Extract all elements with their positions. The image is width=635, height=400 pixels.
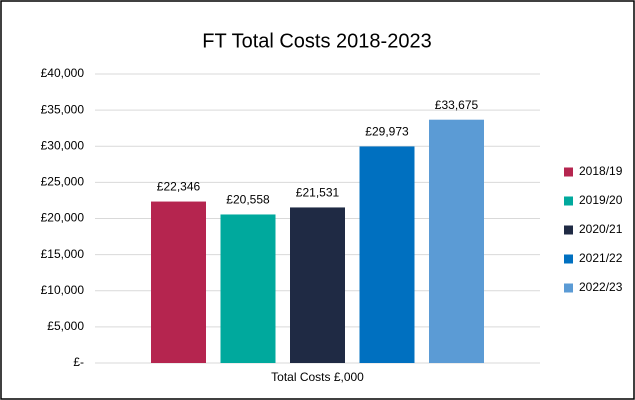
y-tick-label: £25,000 bbox=[41, 175, 85, 189]
legend-label: 2020/21 bbox=[579, 222, 623, 236]
chart-title: FT Total Costs 2018-2023 bbox=[202, 30, 431, 52]
y-tick-label: £15,000 bbox=[41, 247, 85, 261]
bar bbox=[151, 201, 206, 363]
y-tick-label: £20,000 bbox=[41, 211, 85, 225]
data-label: £33,675 bbox=[435, 98, 479, 112]
data-label: £20,558 bbox=[226, 193, 270, 207]
bar bbox=[359, 146, 415, 363]
y-tick-label: £- bbox=[73, 355, 84, 369]
legend-swatch bbox=[564, 196, 573, 206]
y-tick-label: £40,000 bbox=[41, 66, 85, 80]
bar bbox=[429, 119, 484, 364]
bar bbox=[220, 214, 276, 363]
legend-label: 2018/19 bbox=[579, 164, 623, 178]
y-tick-label: £35,000 bbox=[41, 102, 85, 116]
legend-swatch bbox=[564, 225, 573, 235]
x-tick-label: Total Costs £,000 bbox=[271, 370, 364, 384]
legend-label: 2021/22 bbox=[579, 251, 623, 265]
legend-label: 2022/23 bbox=[579, 280, 623, 294]
legend-label: 2019/20 bbox=[579, 193, 623, 207]
data-label: £22,346 bbox=[157, 180, 201, 194]
legend-swatch bbox=[564, 167, 573, 177]
data-label: £29,973 bbox=[365, 125, 409, 139]
legend-swatch bbox=[564, 283, 573, 293]
legend-swatch bbox=[564, 254, 573, 264]
y-tick-label: £5,000 bbox=[47, 319, 84, 333]
bar bbox=[290, 207, 345, 363]
data-label: £21,531 bbox=[296, 186, 340, 200]
y-tick-label: £30,000 bbox=[41, 138, 85, 152]
y-tick-label: £10,000 bbox=[41, 283, 85, 297]
